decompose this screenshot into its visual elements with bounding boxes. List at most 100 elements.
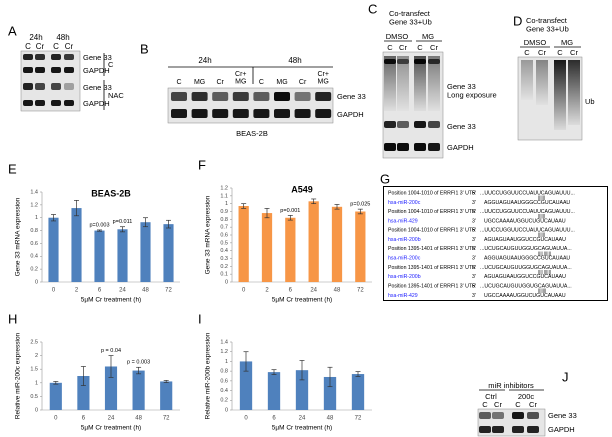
label: Cr+ MG — [317, 71, 328, 86]
label: Gene 33 — [548, 411, 577, 420]
x-tick-label: 72 — [163, 416, 170, 422]
label: Ctrl — [485, 392, 497, 401]
smear — [554, 60, 566, 130]
band — [384, 59, 396, 64]
label: NAC — [108, 91, 124, 100]
y-tick-label: 1.5 — [30, 367, 38, 373]
label: C — [482, 400, 488, 409]
label: Position 1004-1010 of ERRFI1 3' UTR — [388, 209, 476, 215]
label: C — [176, 79, 181, 86]
sequence: UGCCAAAAUGGUCUGUCAUAAU — [484, 218, 566, 224]
label: Cr — [399, 43, 407, 52]
label: C — [387, 43, 393, 52]
bar — [49, 382, 62, 410]
bar — [160, 381, 173, 410]
label: 5' — [472, 265, 476, 271]
band — [23, 54, 33, 60]
y-tick-label: 1.2 — [220, 185, 228, 191]
label: 24h — [198, 56, 211, 65]
band — [315, 109, 332, 118]
x-tick-label: 72 — [355, 416, 362, 422]
label: Position 1004-1010 of ERRFI1 3' UTR — [388, 228, 476, 234]
label: 24h — [29, 33, 42, 42]
band — [274, 92, 290, 101]
bar — [94, 230, 105, 282]
y-tick-label: 0.5 — [220, 240, 228, 246]
smear — [428, 56, 440, 111]
x-axis-label: 5µM Cr treatment (h) — [81, 297, 141, 304]
sequence: ...UCUGCAUGUUGGUGCAGUAUUA... — [480, 265, 572, 271]
sequence: AGUAGUAAUGGUCCGUCAUAAU — [484, 274, 566, 280]
band — [171, 92, 187, 101]
y-axis-label: Gene 33 mRNA expression — [205, 195, 212, 274]
bar — [355, 211, 366, 282]
bar — [117, 229, 128, 282]
band — [512, 426, 524, 433]
label: 5' — [472, 246, 476, 252]
sequence: ...UUCCUGGUUCCUAUUCAGUAUUU... — [480, 190, 575, 196]
panel-letter: B — [140, 41, 149, 56]
band — [191, 109, 208, 118]
smear — [384, 56, 396, 111]
panel-letter: I — [198, 311, 202, 326]
band — [414, 59, 426, 64]
y-tick-label: 0 — [225, 279, 228, 285]
y-tick-label: 0.7 — [220, 225, 228, 231]
label: Co-transfect Gene 33+Ub — [526, 16, 569, 33]
label: Cr — [217, 79, 225, 86]
bar — [163, 224, 174, 282]
y-tick-label: 1.4 — [220, 339, 228, 345]
x-axis-label: 5µM Cr treatment (h) — [81, 425, 141, 432]
band — [274, 109, 290, 118]
label: C — [108, 60, 114, 69]
label: Gene 33 — [83, 83, 112, 92]
bar — [48, 217, 59, 282]
label: GAPDH — [548, 425, 575, 434]
panel-letter: G — [380, 171, 390, 186]
panel-letter: F — [198, 157, 206, 172]
band — [35, 54, 45, 60]
label: Cr — [570, 48, 578, 57]
label: Gene 33 Long exposure — [447, 82, 497, 99]
label: Cr — [494, 400, 502, 409]
band — [212, 92, 229, 101]
y-tick-label: 0.1 — [220, 272, 228, 278]
label: Cr — [299, 79, 307, 86]
y-tick-label: 0 — [35, 279, 38, 285]
y-tick-label: 0.2 — [220, 398, 228, 404]
label: GAPDH — [83, 99, 110, 108]
pairing: ||||||| — [538, 288, 546, 293]
y-tick-label: 0.4 — [220, 248, 228, 254]
label: Gene 33 — [447, 122, 476, 131]
band — [212, 109, 229, 118]
bar — [331, 206, 343, 282]
band — [253, 92, 270, 101]
label: hsa-miR-200b — [388, 274, 421, 280]
band — [23, 100, 33, 106]
bar — [77, 376, 90, 410]
band — [414, 143, 426, 151]
bar — [71, 208, 82, 282]
band — [397, 59, 409, 64]
x-tick-label: 2 — [75, 288, 79, 294]
band — [64, 67, 74, 73]
band — [397, 143, 409, 151]
x-tick-label: 48 — [327, 416, 334, 422]
label: 5' — [472, 190, 476, 196]
label: GAPDH — [447, 143, 474, 152]
label: MG — [561, 38, 573, 47]
y-tick-label: 1.1 — [220, 193, 228, 199]
label: Cr+ MG — [235, 71, 246, 86]
y-tick-label: 1.4 — [30, 189, 38, 195]
label: DMSO — [386, 32, 409, 41]
sequence: AGGUAGUAAUGGGCCGUCAUAAU — [484, 256, 570, 262]
band — [35, 67, 45, 73]
bar — [267, 372, 281, 410]
bar — [261, 213, 273, 282]
label: Position 1004-1010 of ERRFI1 3' UTR — [388, 190, 476, 196]
sequence: ...UUCCUGGUUCCUAUUCAGUAUUU... — [480, 209, 575, 215]
label: MG — [194, 79, 205, 86]
band — [51, 83, 61, 90]
label: Position 1395-1401 of ERRFI1 3' UTR — [388, 265, 476, 271]
